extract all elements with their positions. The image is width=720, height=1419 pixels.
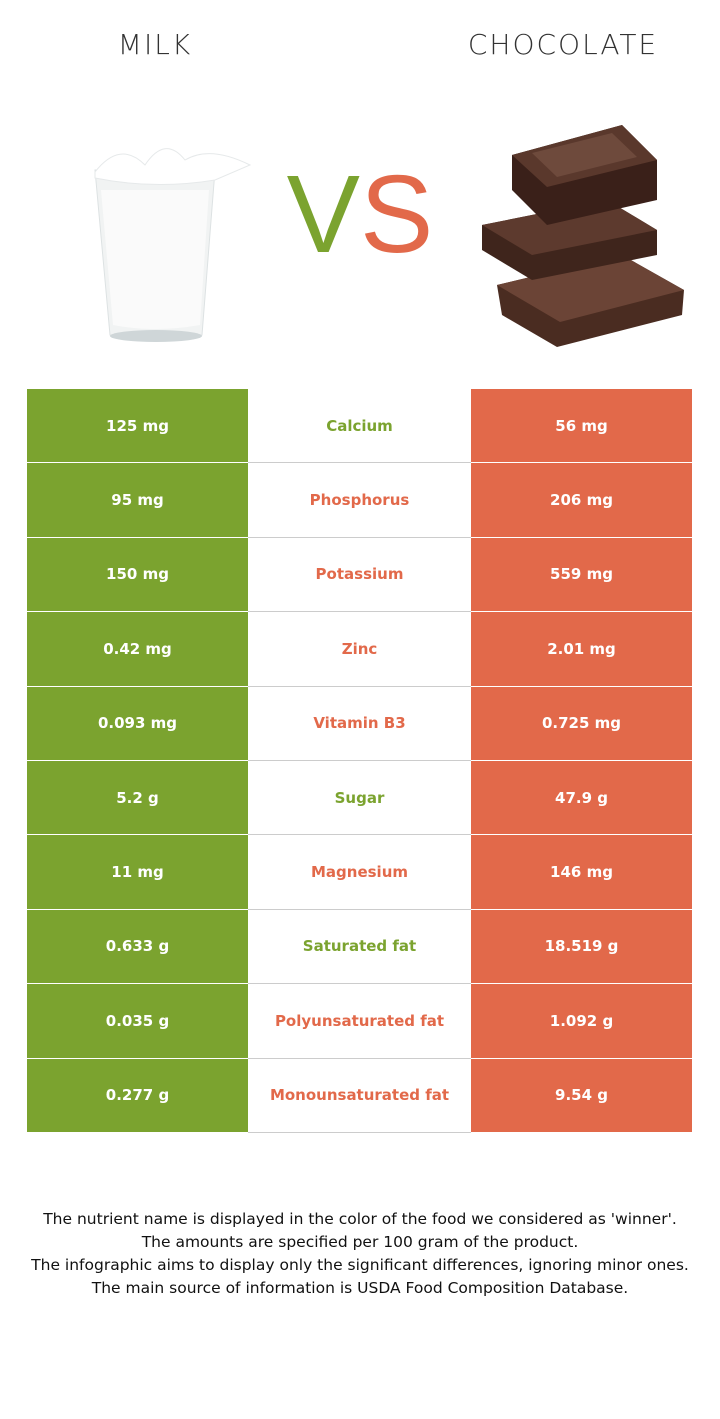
nutrient-name: Phosphorus (248, 463, 471, 538)
left-value: 0.035 g (27, 984, 248, 1059)
note-line: The nutrient name is displayed in the co… (43, 1210, 677, 1228)
nutrient-name: Sugar (248, 760, 471, 836)
table-row: 5.2 g Sugar 47.9 g (27, 760, 692, 836)
nutrient-name: Vitamin B3 (248, 686, 471, 761)
table-row: 0.035 g Polyunsaturated fat 1.092 g (27, 984, 692, 1059)
nutrient-name: Monounsaturated fat (248, 1058, 471, 1133)
nutrient-name: Saturated fat (248, 909, 471, 985)
right-value: 9.54 g (471, 1058, 692, 1133)
notes: The nutrient name is displayed in the co… (20, 1208, 700, 1300)
milk-image (94, 148, 252, 342)
left-value: 11 mg (27, 835, 248, 910)
table-row: 95 mg Phosphorus 206 mg (27, 463, 692, 538)
table-row: 0.633 g Saturated fat 18.519 g (27, 909, 692, 985)
table-row: 0.093 mg Vitamin B3 0.725 mg (27, 686, 692, 761)
nutrient-name: Potassium (248, 537, 471, 613)
table-row: 150 mg Potassium 559 mg (27, 537, 692, 613)
left-value: 95 mg (27, 463, 248, 538)
left-value: 0.277 g (27, 1058, 248, 1133)
right-value: 0.725 mg (471, 686, 692, 761)
right-value: 56 mg (471, 389, 692, 464)
right-value: 18.519 g (471, 909, 692, 985)
right-value: 47.9 g (471, 760, 692, 836)
nutrient-name: Polyunsaturated fat (248, 984, 471, 1059)
food-left: MILK (117, 28, 193, 61)
table-row: 0.277 g Monounsaturated fat 9.54 g (27, 1058, 692, 1133)
note-line: The infographic aims to display only the… (31, 1256, 689, 1274)
vs-label: VS (270, 160, 450, 270)
comparison-table: 125 mg Calcium 56 mg 95 mg Phosphorus 206 mg 1… (27, 389, 692, 1133)
nutrient-name: Zinc (248, 612, 471, 687)
left-value: 5.2 g (27, 760, 248, 836)
table-row: 11 mg Magnesium 146 mg (27, 835, 692, 910)
table-row: 125 mg Calcium 56 mg (27, 389, 692, 464)
table-row: 0.42 mg Zinc 2.01 mg (27, 612, 692, 687)
note-line: The amounts are specified per 100 gram o… (141, 1233, 579, 1251)
right-value: 1.092 g (471, 984, 692, 1059)
left-value: 150 mg (27, 537, 248, 613)
right-value: 2.01 mg (471, 612, 692, 687)
right-value: 559 mg (471, 537, 692, 613)
left-value: 125 mg (27, 389, 248, 464)
right-value: 206 mg (471, 463, 692, 538)
food-right: CHOCOLATE (467, 28, 659, 61)
note-line: The main source of information is USDA F… (91, 1279, 629, 1297)
chocolate-image (482, 125, 684, 347)
left-value: 0.633 g (27, 909, 248, 985)
nutrient-name: Calcium (248, 389, 471, 464)
left-value: 0.093 mg (27, 686, 248, 761)
left-value: 0.42 mg (27, 612, 248, 687)
right-value: 146 mg (471, 835, 692, 910)
nutrient-name: Magnesium (248, 835, 471, 910)
